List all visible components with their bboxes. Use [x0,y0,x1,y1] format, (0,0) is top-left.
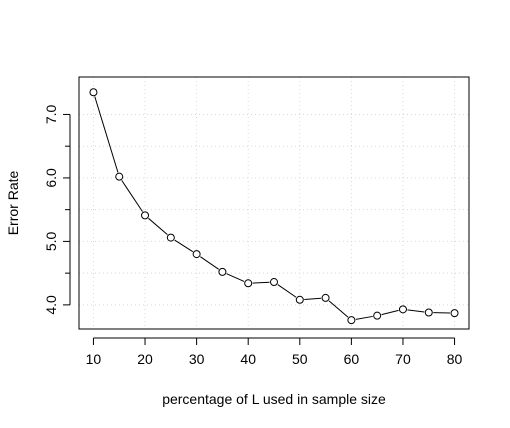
data-point [424,308,433,317]
series-line-segment [277,284,297,298]
series-line-segment [328,300,349,318]
x-tick-label: 10 [86,351,102,367]
series-line-group [94,96,451,320]
x-tick-label: 20 [137,351,153,367]
data-point [192,250,201,259]
data-point [321,293,330,302]
data-point [141,211,150,220]
y-tick-label: 7.0 [43,105,59,125]
data-points [89,88,459,325]
x-axis: 10 20 30 40 50 60 70 80 [86,337,463,367]
series-line-segment [174,239,194,253]
x-axis-label: percentage of L used in sample size [162,391,386,407]
data-point [218,267,227,276]
grid [79,77,469,329]
data-point [450,309,459,318]
series-line-segment [381,309,399,316]
data-point [115,172,124,181]
y-axis: 4.0 5.0 6.0 7.0 [43,105,71,315]
data-point [373,311,382,320]
series-line-segment [200,256,219,270]
x-tick-label: 30 [189,351,205,367]
series-line-segment [226,273,245,282]
y-axis-label: Error Rate [5,171,21,236]
series-line-segment [355,315,373,320]
data-point [166,233,175,242]
series-line-segment [94,96,119,173]
data-point [295,295,304,304]
x-tick-label: 50 [292,351,308,367]
x-tick-label: 70 [395,351,411,367]
data-point [89,88,98,97]
series-line-segment [121,180,143,212]
y-tick-label: 6.0 [43,168,59,188]
y-tick-label: 4.0 [43,295,59,315]
data-point [270,278,278,287]
x-tick-label: 80 [447,351,463,367]
data-point [398,305,407,314]
y-tick-label: 5.0 [43,231,59,251]
series-line-segment [252,281,270,284]
series-line-segment [407,309,425,313]
x-tick-label: 60 [344,351,360,367]
plot-frame [78,76,470,330]
data-point [347,316,356,325]
series-line-segment [304,297,322,300]
data-point [244,279,253,288]
series-line-segment [148,217,168,236]
x-tick-label: 40 [240,351,256,367]
